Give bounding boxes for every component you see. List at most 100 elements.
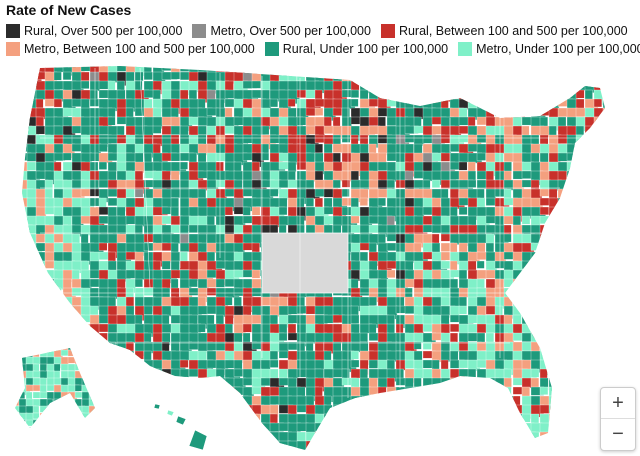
- county[interactable]: [548, 395, 560, 410]
- county[interactable]: [161, 206, 171, 215]
- county[interactable]: [143, 350, 152, 362]
- county[interactable]: [88, 384, 96, 394]
- county[interactable]: [134, 440, 148, 454]
- county[interactable]: [341, 63, 356, 75]
- county[interactable]: [80, 71, 90, 81]
- county[interactable]: [323, 413, 339, 423]
- county[interactable]: [485, 404, 500, 415]
- county[interactable]: [485, 341, 496, 353]
- county[interactable]: [350, 89, 360, 98]
- county[interactable]: [269, 395, 280, 405]
- county[interactable]: [593, 63, 603, 77]
- county[interactable]: [26, 260, 41, 271]
- county[interactable]: [197, 125, 207, 136]
- county[interactable]: [350, 80, 360, 92]
- county[interactable]: [359, 278, 370, 289]
- county[interactable]: [503, 395, 515, 411]
- county[interactable]: [584, 206, 600, 215]
- county[interactable]: [440, 422, 451, 434]
- county[interactable]: [539, 314, 549, 327]
- county[interactable]: [32, 343, 42, 351]
- county[interactable]: [296, 341, 306, 353]
- county[interactable]: [512, 287, 522, 297]
- county[interactable]: [368, 359, 379, 369]
- county[interactable]: [18, 80, 30, 95]
- county[interactable]: [89, 440, 105, 452]
- county[interactable]: [539, 242, 549, 257]
- county[interactable]: [233, 359, 243, 370]
- county[interactable]: [224, 188, 236, 197]
- county[interactable]: [593, 323, 607, 340]
- county[interactable]: [341, 179, 351, 188]
- county[interactable]: [386, 449, 395, 456]
- county[interactable]: [440, 80, 456, 94]
- county[interactable]: [584, 188, 596, 202]
- county[interactable]: [602, 206, 614, 215]
- county[interactable]: [440, 386, 453, 399]
- county[interactable]: [584, 359, 593, 369]
- county[interactable]: [251, 440, 265, 455]
- county[interactable]: [125, 404, 139, 417]
- county[interactable]: [386, 80, 398, 90]
- county[interactable]: [476, 188, 485, 199]
- county[interactable]: [476, 98, 485, 109]
- county[interactable]: [458, 395, 473, 409]
- county[interactable]: [539, 296, 551, 307]
- county[interactable]: [260, 377, 272, 387]
- county[interactable]: [368, 71, 384, 80]
- county[interactable]: [81, 370, 92, 383]
- county[interactable]: [485, 413, 501, 427]
- county[interactable]: [458, 368, 469, 377]
- county[interactable]: [539, 63, 552, 75]
- county[interactable]: [386, 242, 397, 251]
- county[interactable]: [404, 404, 417, 418]
- county[interactable]: [422, 404, 438, 420]
- county[interactable]: [557, 287, 570, 299]
- county[interactable]: [593, 206, 608, 219]
- county[interactable]: [71, 332, 81, 344]
- county[interactable]: [332, 107, 343, 116]
- county[interactable]: [566, 449, 579, 456]
- county[interactable]: [494, 179, 504, 191]
- county[interactable]: [260, 323, 272, 335]
- county[interactable]: [575, 143, 590, 152]
- county[interactable]: [557, 341, 572, 354]
- county[interactable]: [386, 413, 402, 429]
- county[interactable]: [485, 431, 500, 448]
- county[interactable]: [359, 413, 374, 427]
- county[interactable]: [494, 413, 503, 423]
- county[interactable]: [170, 449, 187, 456]
- county[interactable]: [584, 116, 600, 127]
- county[interactable]: [89, 431, 100, 446]
- county[interactable]: [413, 386, 427, 400]
- county[interactable]: [395, 440, 409, 449]
- county[interactable]: [557, 422, 566, 432]
- county[interactable]: [530, 440, 541, 450]
- county[interactable]: [179, 260, 190, 270]
- county[interactable]: [521, 80, 536, 93]
- county[interactable]: [602, 305, 610, 318]
- county[interactable]: [602, 179, 618, 190]
- county[interactable]: [539, 89, 551, 100]
- county[interactable]: [584, 143, 595, 154]
- county[interactable]: [80, 449, 90, 456]
- county[interactable]: [107, 377, 118, 391]
- county[interactable]: [18, 197, 29, 208]
- county[interactable]: [584, 422, 597, 436]
- county[interactable]: [485, 125, 496, 136]
- county[interactable]: [53, 419, 62, 430]
- county[interactable]: [143, 449, 159, 456]
- county[interactable]: [566, 314, 581, 330]
- county[interactable]: [197, 323, 206, 333]
- county[interactable]: [53, 278, 64, 290]
- county[interactable]: [503, 404, 512, 421]
- county[interactable]: [88, 412, 101, 420]
- county[interactable]: [89, 368, 101, 378]
- county[interactable]: [53, 449, 67, 456]
- county[interactable]: [206, 341, 217, 351]
- county[interactable]: [584, 125, 598, 140]
- county[interactable]: [80, 80, 90, 89]
- county[interactable]: [386, 422, 400, 437]
- county[interactable]: [206, 413, 218, 428]
- county[interactable]: [332, 431, 348, 444]
